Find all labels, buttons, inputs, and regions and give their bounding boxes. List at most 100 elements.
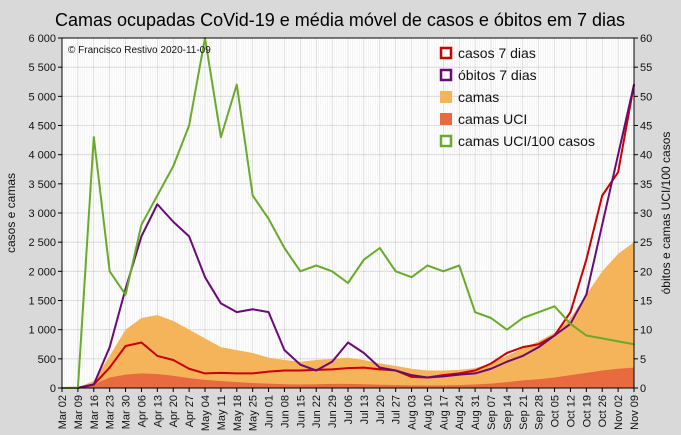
x-tick-label: May 25 bbox=[248, 395, 260, 431]
data-point bbox=[410, 376, 413, 378]
line-series bbox=[61, 37, 635, 389]
x-tick-label: Jun 08 bbox=[279, 395, 291, 428]
x-tick-label: Nov 02 bbox=[613, 395, 625, 430]
data-point bbox=[204, 276, 206, 279]
data-point bbox=[267, 311, 270, 314]
y-tick-label-left: 4 500 bbox=[28, 121, 56, 133]
x-tick-label: Jul 13 bbox=[359, 395, 371, 424]
data-point bbox=[299, 270, 302, 273]
data-point bbox=[394, 270, 397, 273]
data-point bbox=[235, 372, 238, 375]
x-tick-label: Aug 03 bbox=[407, 395, 419, 430]
data-point bbox=[267, 370, 270, 373]
y-tick-label-right: 30 bbox=[640, 208, 652, 220]
y-tick-label-right: 60 bbox=[640, 33, 652, 45]
data-point bbox=[617, 340, 620, 343]
x-tick-label: Jun 15 bbox=[295, 395, 307, 428]
y-tick-label-left: 3 000 bbox=[28, 208, 56, 220]
y-axis-left-label: casos e camas bbox=[4, 173, 18, 253]
legend-swatch bbox=[440, 91, 452, 103]
y-tick-label-right: 45 bbox=[640, 121, 652, 133]
x-tick-label: Oct 19 bbox=[581, 395, 593, 427]
data-point bbox=[156, 203, 159, 206]
data-point bbox=[172, 359, 175, 361]
legend-label: casos 7 dias bbox=[458, 45, 536, 61]
data-point bbox=[378, 247, 381, 249]
legend-label: camas UCI bbox=[458, 111, 527, 127]
data-point bbox=[521, 317, 524, 319]
x-tick-label: Jun 29 bbox=[327, 395, 339, 428]
data-point bbox=[315, 264, 318, 267]
data-point bbox=[521, 346, 524, 349]
data-point bbox=[283, 349, 286, 351]
data-point bbox=[219, 136, 222, 139]
legend-label: óbitos 7 dias bbox=[458, 67, 537, 83]
data-point bbox=[617, 153, 620, 156]
y-tick-label-right: 50 bbox=[640, 91, 652, 103]
data-point bbox=[235, 83, 238, 86]
x-tick-label: May 11 bbox=[216, 395, 228, 430]
legend-label: camas UCI/100 casos bbox=[458, 133, 595, 149]
data-point bbox=[410, 276, 413, 279]
data-point bbox=[585, 258, 588, 261]
data-point bbox=[108, 346, 111, 349]
data-point bbox=[188, 124, 191, 127]
data-point bbox=[378, 366, 381, 369]
data-point bbox=[299, 363, 302, 366]
x-tick-label: Aug 24 bbox=[454, 395, 466, 430]
y-tick-label-left: 4 000 bbox=[28, 150, 56, 162]
data-point bbox=[204, 372, 206, 375]
y-tick-label-left: 1 500 bbox=[28, 296, 56, 308]
x-tick-label: Mar 09 bbox=[73, 395, 85, 429]
y-tick-label-left: 1 000 bbox=[28, 325, 56, 337]
legend-swatch bbox=[439, 68, 453, 82]
data-point bbox=[362, 366, 365, 369]
x-tick-label: Jul 27 bbox=[391, 395, 403, 424]
x-tick-label: Jun 01 bbox=[264, 395, 276, 428]
data-point bbox=[283, 369, 286, 372]
data-point bbox=[347, 341, 349, 344]
data-point bbox=[442, 270, 445, 273]
x-tick-label: Apr 13 bbox=[152, 395, 164, 427]
y-tick-label-right: 25 bbox=[640, 237, 652, 249]
data-point bbox=[585, 293, 588, 296]
x-tick-label: Apr 20 bbox=[168, 395, 180, 427]
y-tick-label-left: 5 500 bbox=[28, 62, 56, 74]
data-point bbox=[251, 372, 254, 375]
data-point bbox=[92, 136, 95, 139]
x-tick-label: Mar 16 bbox=[89, 395, 101, 429]
chart-title: Camas ocupadas CoVid-19 e média móvel de… bbox=[55, 10, 625, 30]
data-point bbox=[347, 282, 349, 284]
data-point bbox=[553, 305, 556, 308]
legend-swatch bbox=[439, 134, 453, 148]
data-point bbox=[378, 368, 381, 371]
data-point bbox=[474, 311, 477, 314]
legend-swatch bbox=[440, 113, 452, 125]
data-point bbox=[537, 311, 540, 314]
data-point bbox=[505, 352, 508, 354]
x-axis: Mar 02 Mar 09 Mar 16 Mar 23 Mar 30 Apr 06 Apr … bbox=[57, 388, 641, 431]
legend-label: camas bbox=[458, 89, 499, 105]
data-point bbox=[426, 264, 429, 267]
data-point bbox=[251, 308, 254, 311]
x-tick-label: Nov 09 bbox=[629, 395, 641, 430]
x-tick-label: Oct 05 bbox=[550, 395, 562, 427]
y-tick-label-right: 55 bbox=[640, 62, 652, 74]
data-point bbox=[172, 165, 175, 168]
data-point bbox=[569, 322, 572, 325]
data-point bbox=[601, 223, 604, 226]
y-tick-label-left: 500 bbox=[38, 354, 56, 366]
y-tick-label-right: 0 bbox=[640, 383, 646, 395]
y-tick-label-right: 5 bbox=[640, 354, 646, 366]
y-tick-label-left: 2 500 bbox=[28, 237, 56, 249]
y-tick-label-right: 35 bbox=[640, 179, 652, 191]
x-tick-label: May 18 bbox=[232, 395, 244, 431]
data-point bbox=[331, 270, 334, 273]
x-tick-label: Sep 07 bbox=[486, 395, 498, 430]
data-point bbox=[267, 217, 270, 220]
data-point bbox=[235, 311, 238, 314]
data-point bbox=[601, 337, 604, 340]
series-area-camas bbox=[62, 242, 634, 388]
data-point bbox=[553, 334, 556, 337]
x-tick-label: Jul 20 bbox=[375, 395, 387, 424]
